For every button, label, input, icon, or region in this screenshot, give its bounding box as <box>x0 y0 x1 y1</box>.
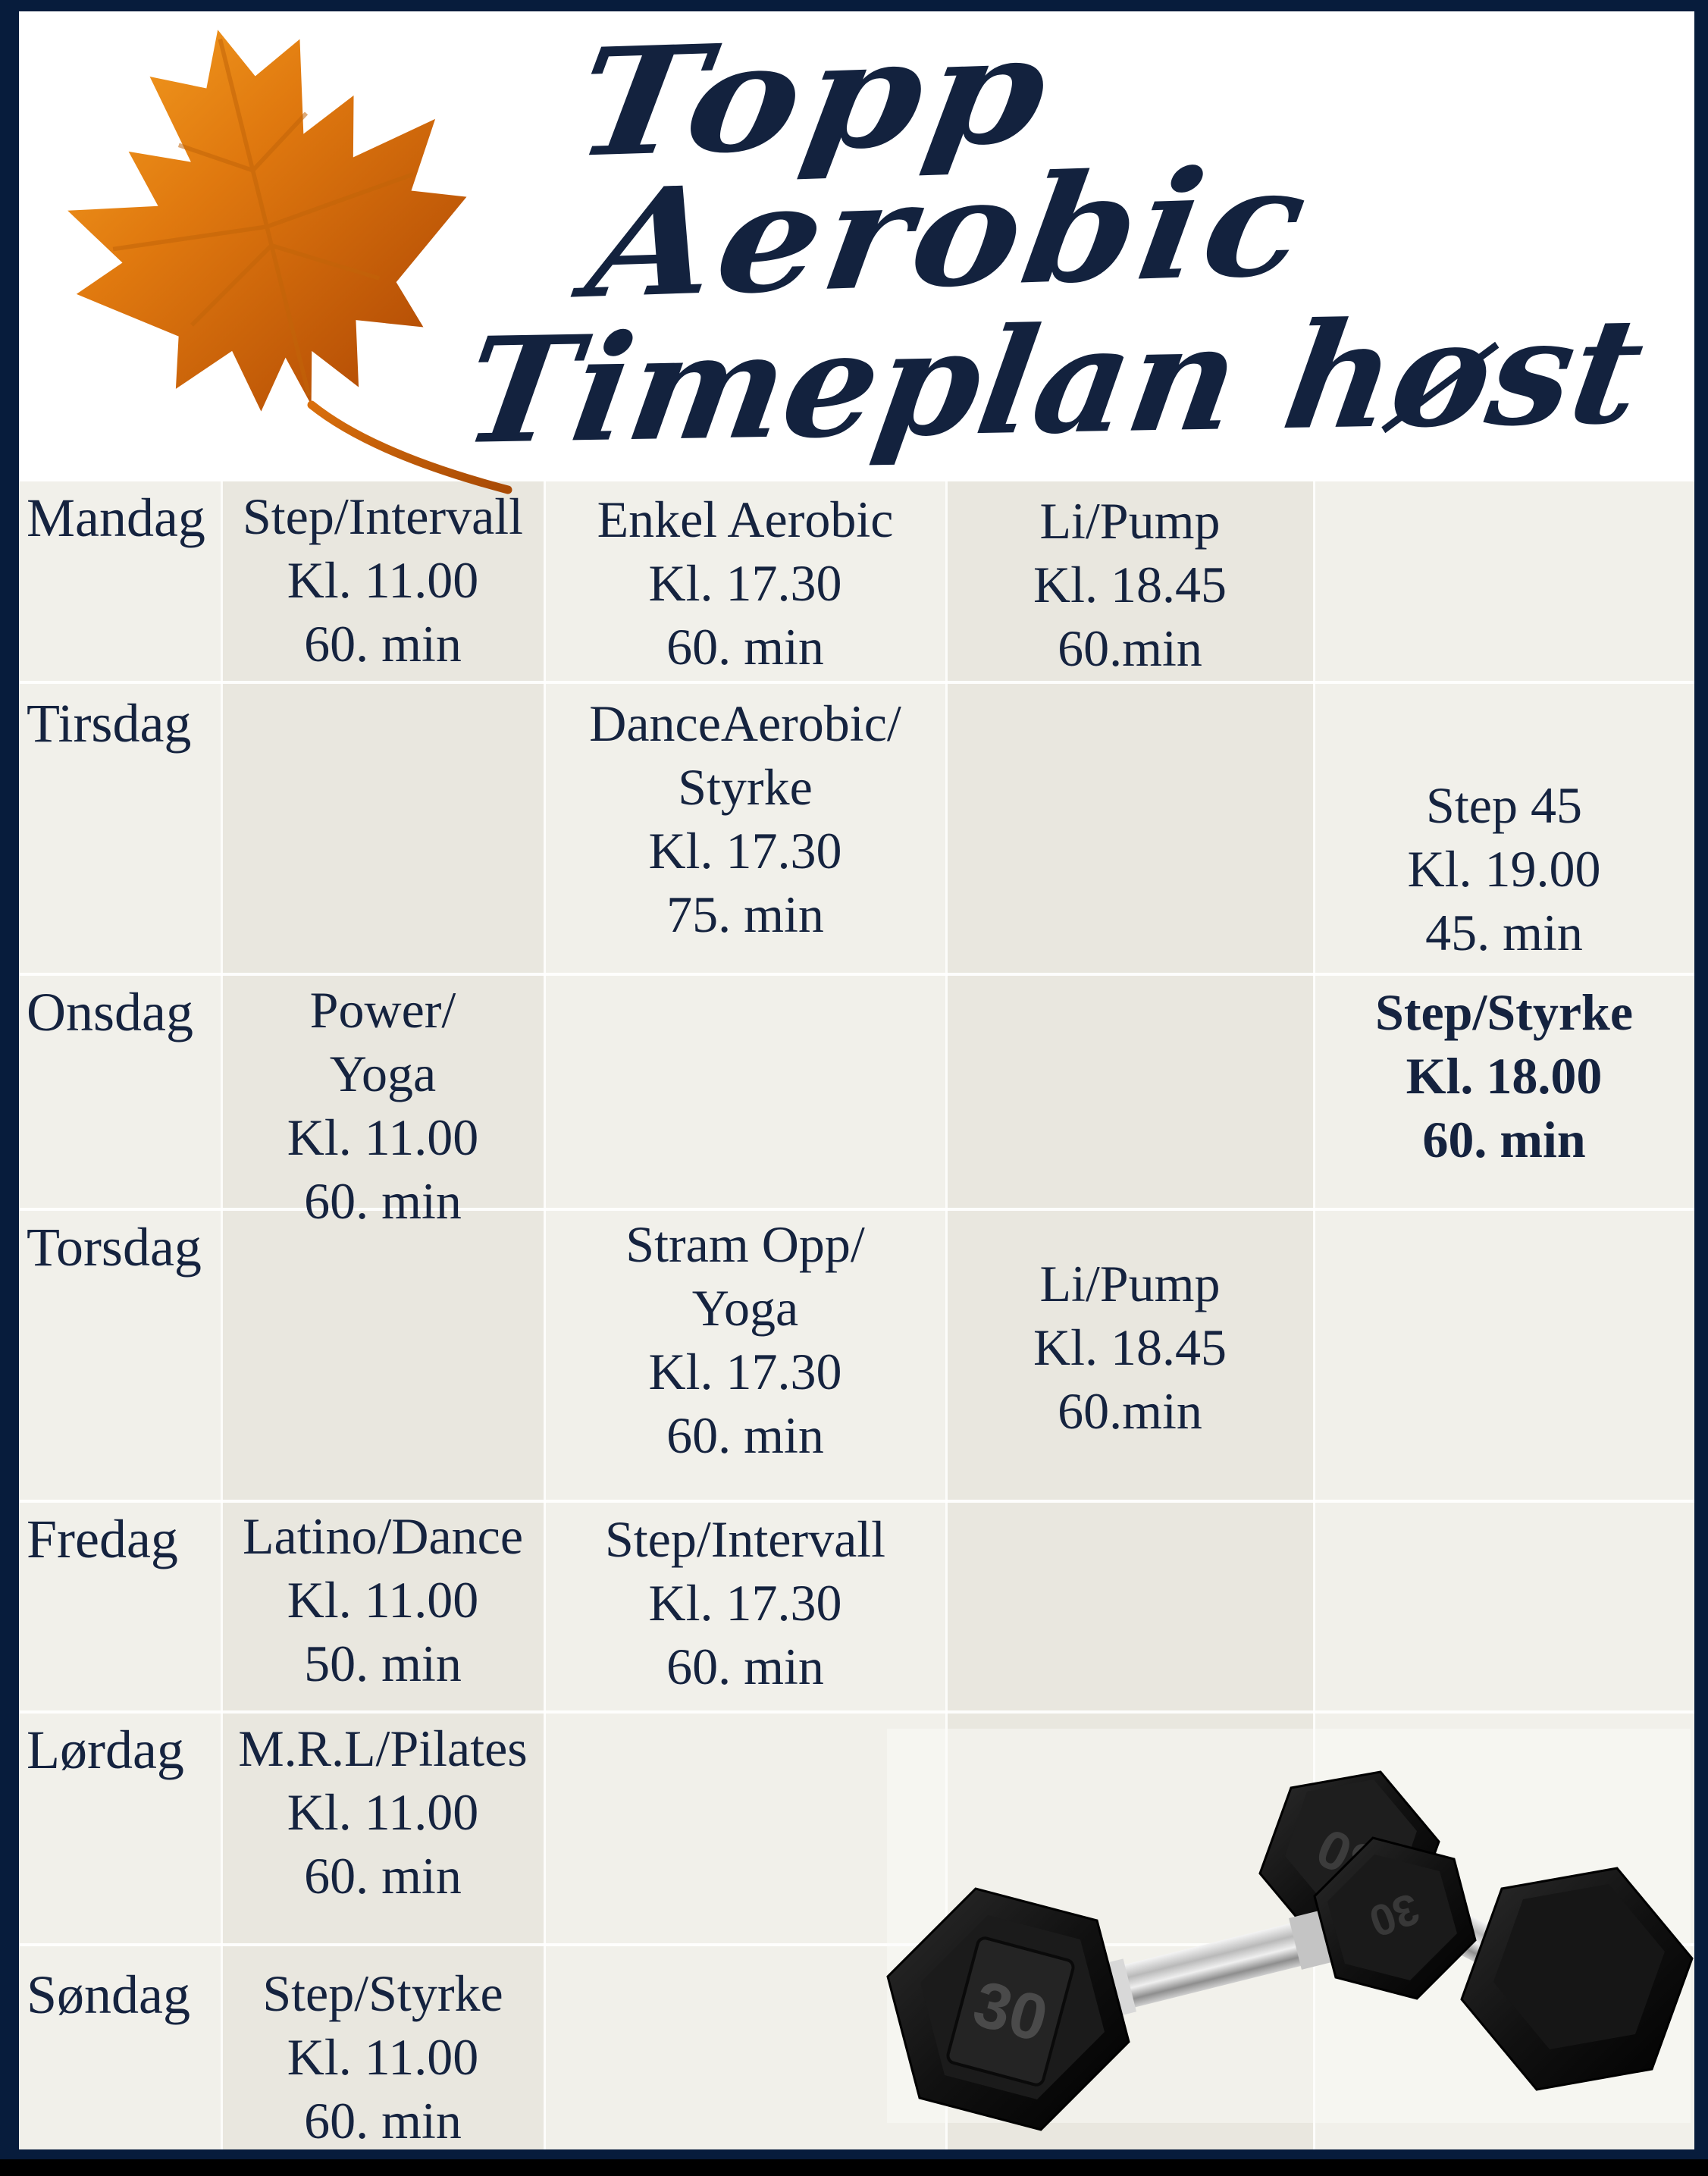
column-days <box>19 481 221 2149</box>
row-divider <box>19 1500 1694 1503</box>
row-divider <box>19 1208 1694 1211</box>
class-time: Kl. 11.00 <box>287 1571 479 1629</box>
class-cell-onsdag-step-styrke: Step/Styrke Kl. 18.00 60. min <box>1314 980 1694 1171</box>
class-cell-onsdag-power-yoga: Power/ Yoga Kl. 11.00 60. min <box>221 978 544 1233</box>
class-duration: 60. min <box>304 2092 462 2149</box>
day-label-sondag: Søndag <box>27 1964 190 2025</box>
class-duration: 60.min <box>1058 619 1202 677</box>
class-duration: 75. min <box>666 886 824 943</box>
class-time: Kl. 11.00 <box>287 551 479 609</box>
column-divider <box>945 481 948 2149</box>
day-label-onsdag: Onsdag <box>27 982 193 1043</box>
column-4 <box>946 481 1314 2149</box>
class-name: Enkel Aerobic <box>597 491 894 548</box>
class-duration: 60. min <box>666 1638 824 1695</box>
class-time: Kl. 17.30 <box>648 1343 842 1400</box>
class-time: Kl. 18.00 <box>1406 1047 1603 1105</box>
row-divider <box>19 973 1694 976</box>
class-cell-mandag-enkel-aerobic: Enkel Aerobic Kl. 17.30 60. min <box>544 488 946 679</box>
front-dumbbell: 30 30 <box>886 1836 1477 2131</box>
column-divider <box>1313 481 1315 2149</box>
class-duration: 60. min <box>666 1406 824 1464</box>
class-name: DanceAerobic/ <box>589 695 901 752</box>
class-duration: 45. min <box>1425 904 1583 961</box>
class-name: Li/Pump <box>1039 1255 1221 1312</box>
leaf-stem <box>307 400 512 494</box>
day-label-fredag: Fredag <box>27 1509 178 1569</box>
day-label-lordag: Lørdag <box>27 1720 184 1780</box>
column-3 <box>544 481 946 2149</box>
column-divider <box>221 481 223 2149</box>
class-name: Li/Pump <box>1039 492 1221 550</box>
class-time: Kl. 11.00 <box>287 1783 479 1841</box>
class-cell-fredag-latino-dance: Latino/Dance Kl. 11.00 50. min <box>221 1504 544 1695</box>
class-duration: 60. min <box>304 1172 462 1230</box>
class-cell-fredag-step-intervall: Step/Intervall Kl. 17.30 60. min <box>544 1507 946 1698</box>
row-divider <box>19 1943 1694 1946</box>
class-time: Kl. 17.30 <box>648 554 842 612</box>
class-duration: 60. min <box>304 1847 462 1905</box>
class-name: Step/Intervall <box>242 488 524 545</box>
class-cell-lordag-mrl-pilates: M.R.L/Pilates Kl. 11.00 60. min <box>221 1717 544 1908</box>
class-cell-mandag-step-intervall: Step/Intervall Kl. 11.00 60. min <box>221 484 544 676</box>
class-name: Yoga <box>329 1045 437 1102</box>
class-time: Kl. 11.00 <box>287 1108 479 1166</box>
poster-title-line3: Timeplan høst <box>453 286 1654 477</box>
day-label-tirsdag: Tirsdag <box>27 693 192 754</box>
day-label-mandag: Mandag <box>27 488 205 548</box>
class-duration: 60. min <box>304 615 462 673</box>
class-name: M.R.L/Pilates <box>238 1720 528 1777</box>
maple-leaf-image <box>67 30 512 494</box>
class-cell-sondag-step-styrke: Step/Styrke Kl. 11.00 60. min <box>221 1961 544 2152</box>
class-cell-torsdag-stram-opp: Stram Opp/ Yoga Kl. 17.30 60. min <box>544 1212 946 1467</box>
class-duration: 60. min <box>1422 1111 1586 1168</box>
row-divider <box>19 681 1694 684</box>
class-cell-mandag-li-pump: Li/Pump Kl. 18.45 60.min <box>946 489 1314 680</box>
class-cell-tirsdag-danceaerobic: DanceAerobic/ Styrke Kl. 17.30 75. min <box>544 691 946 946</box>
class-name: Step/Styrke <box>262 1964 503 2022</box>
class-name: Latino/Dance <box>242 1507 524 1565</box>
class-duration: 50. min <box>304 1635 462 1692</box>
class-duration: 60.min <box>1058 1382 1202 1440</box>
dumbbells-image: 30 30 30 <box>886 1729 1694 2131</box>
class-name: Power/ <box>309 981 456 1039</box>
class-name: Yoga <box>691 1279 799 1337</box>
class-time: Kl. 19.00 <box>1407 840 1601 898</box>
class-name: Styrke <box>678 758 813 816</box>
class-cell-tirsdag-step45: Step 45 Kl. 19.00 45. min <box>1314 773 1694 964</box>
class-cell-torsdag-li-pump: Li/Pump Kl. 18.45 60.min <box>946 1252 1314 1443</box>
class-time: Kl. 17.30 <box>648 822 842 879</box>
class-time: Kl. 17.30 <box>648 1574 842 1632</box>
class-time: Kl. 18.45 <box>1033 1318 1227 1376</box>
class-name: Step 45 <box>1426 776 1582 834</box>
class-time: Kl. 11.00 <box>287 2028 479 2086</box>
column-2 <box>221 481 544 2149</box>
class-name: Step/Intervall <box>604 1510 886 1568</box>
day-label-torsdag: Torsdag <box>27 1217 202 1278</box>
class-duration: 60. min <box>666 618 824 676</box>
column-divider <box>544 481 546 2149</box>
class-name: Stram Opp/ <box>625 1215 865 1273</box>
class-name: Step/Styrke <box>1375 983 1633 1041</box>
row-divider <box>19 1710 1694 1714</box>
class-time: Kl. 18.45 <box>1033 556 1227 613</box>
leaf-blade <box>67 30 467 412</box>
